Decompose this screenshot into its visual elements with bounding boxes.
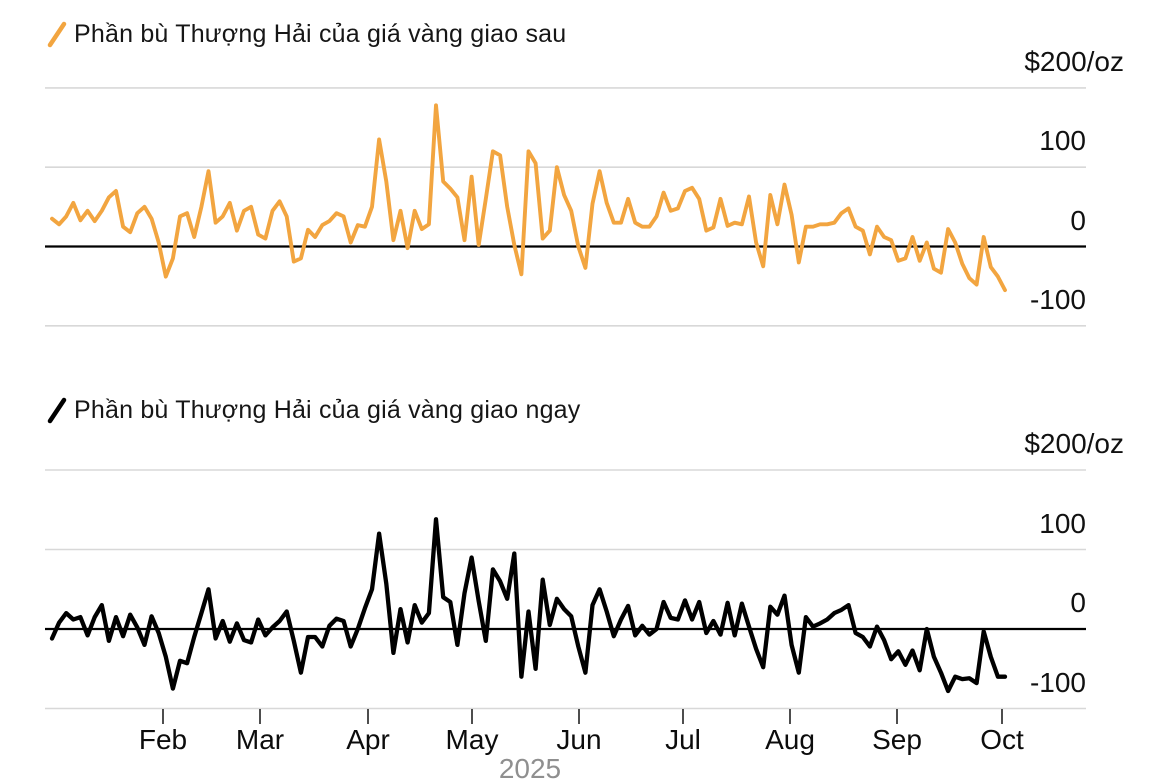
futures-line-swatch-icon bbox=[47, 21, 67, 48]
y-axis-label: 100 bbox=[1039, 507, 1086, 539]
month-label: Jun bbox=[556, 724, 602, 755]
month-label: Sep bbox=[872, 724, 922, 755]
y-axis-label: 0 bbox=[1070, 587, 1086, 618]
month-label: Jul bbox=[665, 724, 701, 755]
y-axis-label: 0 bbox=[1070, 204, 1086, 236]
legend-futures: Phần bù Thượng Hải của giá vàng giao sau bbox=[47, 20, 566, 49]
legend-futures-label: Phần bù Thượng Hải của giá vàng giao sau bbox=[74, 20, 567, 48]
month-label: Oct bbox=[980, 724, 1024, 755]
spot-line-swatch-icon bbox=[47, 397, 67, 424]
y-axis-label: 100 bbox=[1039, 125, 1086, 157]
month-label: Aug bbox=[765, 724, 815, 755]
year-label: 2025 bbox=[498, 753, 562, 784]
month-label: Apr bbox=[346, 724, 390, 755]
y-axis-label: -100 bbox=[1029, 666, 1086, 698]
legend-spot-label: Phần bù Thượng Hải của giá vàng giao nga… bbox=[74, 396, 581, 424]
y-axis-label: $200/oz bbox=[1024, 428, 1124, 459]
series-line-futures bbox=[50, 103, 1007, 293]
y-axis-label: -100 bbox=[1029, 283, 1086, 315]
legend-spot: Phần bù Thượng Hải của giá vàng giao nga… bbox=[47, 396, 581, 425]
month-label: Feb bbox=[138, 724, 188, 755]
y-axis-label: $200/oz bbox=[1024, 45, 1124, 77]
series-line-spot bbox=[49, 517, 1008, 694]
month-label: May bbox=[445, 724, 499, 755]
month-label: Mar bbox=[235, 724, 285, 755]
